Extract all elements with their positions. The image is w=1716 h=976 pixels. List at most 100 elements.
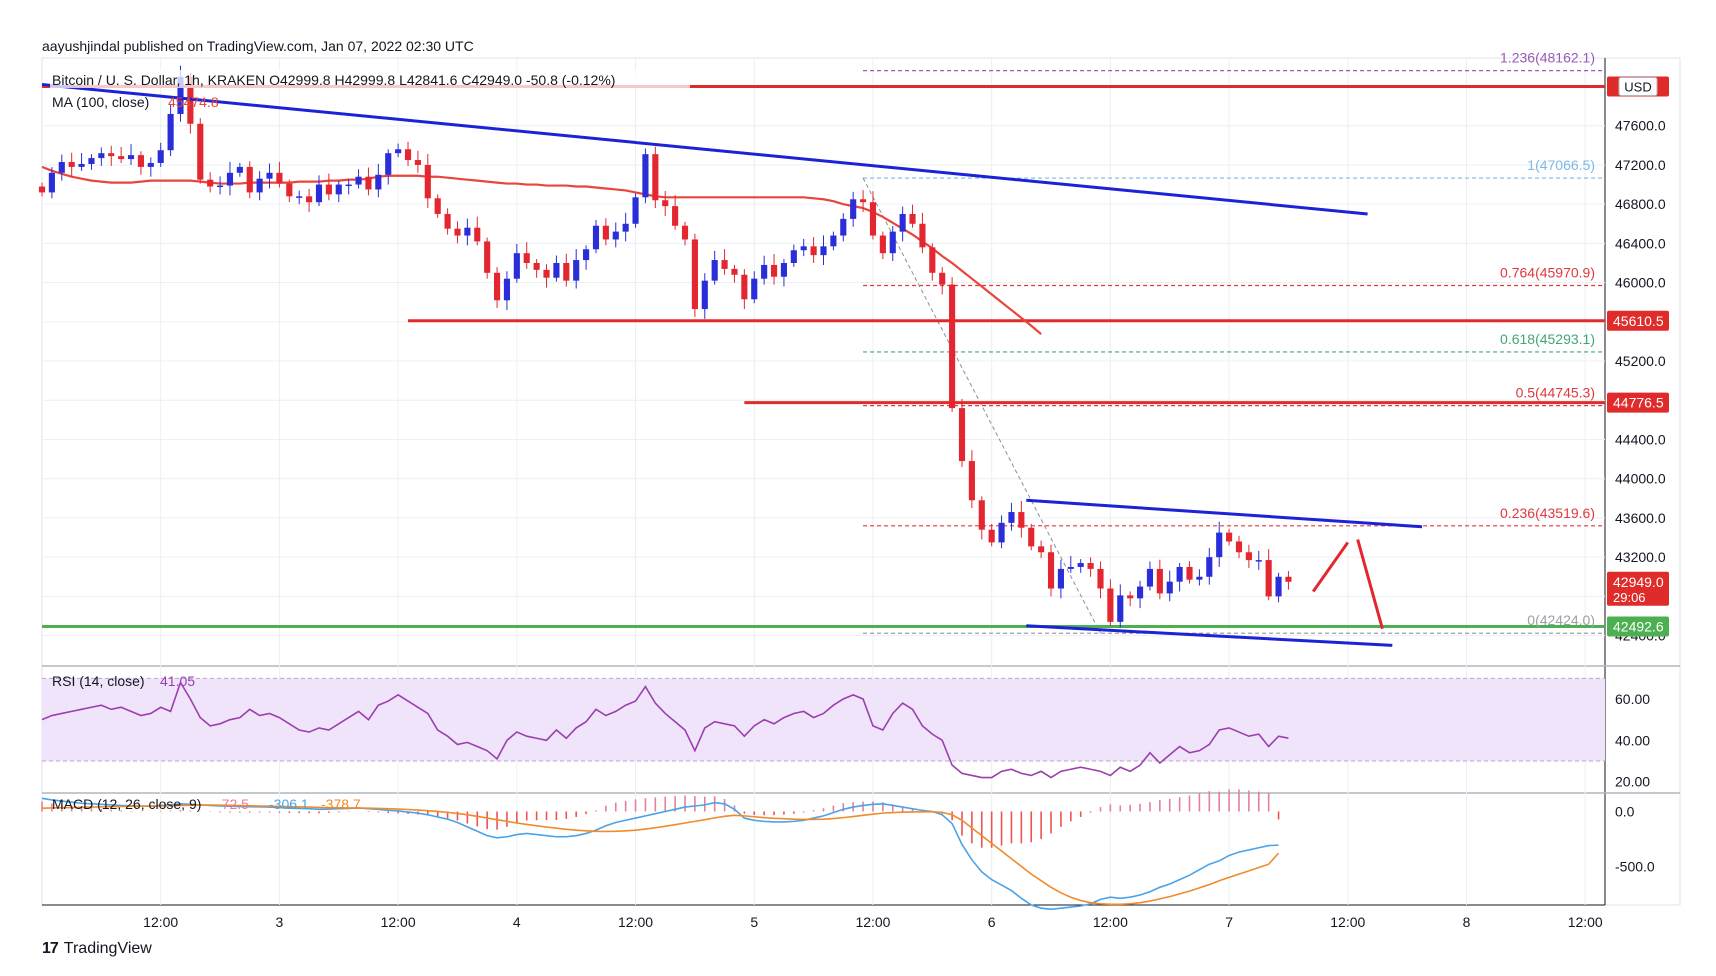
candle[interactable] (949, 277, 956, 413)
candle[interactable] (602, 218, 609, 246)
candle[interactable] (691, 233, 698, 317)
candle[interactable] (345, 178, 352, 195)
candle[interactable] (889, 225, 896, 262)
candle[interactable] (681, 221, 689, 246)
candle[interactable] (38, 182, 46, 197)
trendline[interactable] (1026, 624, 1393, 647)
candle[interactable] (1206, 547, 1213, 585)
candle[interactable] (1216, 521, 1223, 567)
candle[interactable] (434, 194, 441, 218)
candle[interactable] (404, 141, 412, 166)
candle[interactable] (929, 243, 936, 281)
candle[interactable] (108, 145, 115, 166)
candle[interactable] (236, 162, 243, 177)
candle[interactable] (147, 157, 154, 177)
projection-line[interactable] (1356, 539, 1384, 630)
candle[interactable] (523, 242, 530, 269)
candle[interactable] (424, 153, 431, 209)
candle[interactable] (840, 213, 847, 242)
candle[interactable] (701, 273, 708, 319)
candle[interactable] (968, 450, 975, 509)
candle[interactable] (879, 231, 886, 260)
tradingview-logo[interactable]: 17 TradingView (42, 940, 152, 958)
candle[interactable] (632, 193, 639, 228)
candle[interactable] (464, 218, 471, 246)
rsi-pane[interactable] (41, 677, 1605, 779)
candle[interactable] (800, 238, 807, 257)
candle[interactable] (1255, 550, 1262, 570)
candle[interactable] (1285, 571, 1292, 590)
candle[interactable] (612, 222, 619, 248)
candle[interactable] (127, 144, 135, 165)
candle[interactable] (414, 150, 421, 173)
candle[interactable] (167, 104, 174, 157)
candle[interactable] (306, 188, 313, 213)
candle[interactable] (780, 259, 787, 287)
candle[interactable] (810, 237, 817, 263)
candle[interactable] (988, 524, 995, 547)
candle[interactable] (276, 161, 283, 188)
candle[interactable] (1235, 535, 1243, 559)
candle[interactable] (286, 179, 293, 203)
candle[interactable] (444, 208, 451, 235)
candle[interactable] (355, 169, 362, 189)
candle[interactable] (1196, 569, 1203, 586)
macd-signal-line[interactable] (41, 804, 1280, 906)
candle[interactable] (98, 147, 105, 166)
candle[interactable] (484, 237, 491, 279)
candle[interactable] (741, 269, 748, 310)
candle[interactable] (375, 163, 382, 198)
price-pane[interactable] (38, 65, 1605, 647)
candle[interactable] (1226, 528, 1233, 546)
candle[interactable] (216, 176, 224, 195)
macd-line[interactable] (41, 797, 1279, 911)
candle[interactable] (909, 204, 916, 228)
candle[interactable] (1186, 561, 1193, 584)
candle[interactable] (454, 221, 461, 244)
candle[interactable] (266, 163, 273, 189)
candle[interactable] (1275, 572, 1282, 603)
rsi-line[interactable] (41, 680, 1289, 779)
candle[interactable] (573, 249, 580, 289)
candle[interactable] (58, 154, 65, 181)
candle[interactable] (503, 271, 511, 311)
candle[interactable] (1028, 523, 1035, 551)
trendline[interactable] (1026, 498, 1423, 529)
candle[interactable] (642, 148, 649, 204)
candle[interactable] (711, 250, 718, 285)
candle[interactable] (513, 243, 520, 283)
candle[interactable] (592, 220, 600, 254)
candle[interactable] (533, 259, 540, 278)
candle[interactable] (672, 195, 679, 230)
candle[interactable] (493, 267, 501, 309)
candle[interactable] (335, 180, 342, 203)
candle[interactable] (978, 496, 985, 540)
candle[interactable] (543, 264, 550, 288)
candle[interactable] (1127, 591, 1134, 607)
candle[interactable] (662, 191, 669, 216)
candle[interactable] (790, 244, 797, 267)
candle[interactable] (731, 264, 738, 283)
fib-anchor-line[interactable] (862, 177, 1101, 634)
candle[interactable] (1087, 557, 1094, 577)
candle[interactable] (1146, 561, 1154, 591)
projection-line[interactable] (1311, 541, 1350, 593)
candle[interactable] (869, 191, 877, 240)
candle[interactable] (1166, 570, 1173, 602)
candle[interactable] (622, 212, 629, 242)
trendline[interactable] (41, 83, 1368, 216)
candle[interactable] (118, 146, 125, 163)
candle[interactable] (1018, 501, 1025, 538)
candle[interactable] (68, 152, 75, 177)
candle[interactable] (315, 175, 323, 207)
candle[interactable] (751, 271, 758, 304)
candle[interactable] (721, 249, 728, 275)
candle[interactable] (1097, 561, 1104, 599)
candle[interactable] (1265, 549, 1272, 601)
candle[interactable] (296, 190, 303, 205)
candle[interactable] (553, 255, 560, 282)
candle[interactable] (207, 172, 214, 193)
candle[interactable] (325, 173, 332, 201)
candle[interactable] (395, 143, 402, 158)
